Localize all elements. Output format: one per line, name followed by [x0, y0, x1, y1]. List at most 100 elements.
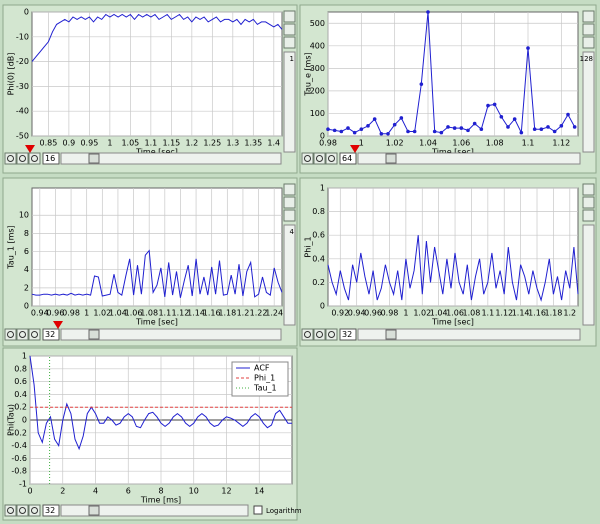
y-tick-label: 0.4 [312, 254, 325, 263]
x-tick-label: 1.02 [93, 309, 111, 318]
x-axis-label: Time [ms] [140, 496, 181, 505]
data-point [326, 127, 330, 132]
side-button[interactable] [283, 209, 296, 222]
toolbar-button[interactable] [313, 328, 326, 341]
x-tick-label: 1.24 [265, 309, 283, 318]
side-scrollbar[interactable] [283, 224, 296, 326]
x-tick-label: 1.14 [187, 309, 205, 318]
y-tick-label: 1 [320, 184, 325, 193]
x-tick-label: 10 [189, 487, 199, 496]
side-button[interactable] [582, 183, 595, 196]
side-button[interactable] [283, 23, 296, 36]
scrollbar[interactable] [60, 152, 282, 165]
x-tick-label: 0.95 [80, 139, 98, 148]
scrollbar[interactable] [60, 328, 282, 341]
x-tick-label: 1.08 [140, 309, 158, 318]
scroll-thumb[interactable] [88, 329, 100, 340]
data-point [519, 130, 524, 135]
x-tick-label: 1 [403, 309, 408, 318]
data-point [399, 116, 404, 120]
zoom-box[interactable] [339, 152, 357, 165]
x-tick-label: 1.1 [481, 309, 494, 318]
toolbar-button[interactable] [313, 152, 326, 165]
side-button[interactable] [283, 183, 296, 196]
y-tick-label: -0.6 [11, 454, 27, 463]
zoom-box[interactable] [42, 328, 60, 341]
x-tick-label: 0 [27, 487, 32, 496]
y-tick-label: 400 [310, 41, 325, 50]
toolbar-button[interactable] [28, 328, 41, 341]
x-axis-label: Time [sec] [431, 148, 474, 157]
x-tick-label: 14 [254, 487, 264, 496]
zoom-box[interactable] [42, 504, 60, 517]
x-tick-label: 1.18 [545, 309, 563, 318]
toolbar-button[interactable] [4, 504, 17, 517]
side-button[interactable] [283, 196, 296, 209]
side-scrollbar[interactable] [283, 51, 296, 153]
log-checkbox[interactable] [253, 505, 263, 515]
data-point [439, 130, 444, 135]
scroll-thumb[interactable] [385, 153, 397, 164]
zoom-box[interactable] [339, 328, 357, 341]
y-tick-label: 500 [310, 19, 325, 28]
y-axis-label: Phi(Tau) [7, 404, 16, 436]
data-point [432, 129, 437, 134]
data-line [31, 249, 283, 298]
y-tick-label: 0.6 [312, 231, 325, 240]
scrollbar[interactable] [357, 328, 581, 341]
y-tick-label: -20 [16, 57, 29, 66]
data-point [339, 129, 344, 134]
side-scrollbar[interactable] [582, 224, 595, 326]
y-tick-label: -0.8 [11, 467, 27, 476]
toolbar-button[interactable] [28, 504, 41, 517]
side-button[interactable] [582, 10, 595, 23]
side-button[interactable] [582, 23, 595, 36]
x-tick-label: 1.12 [172, 309, 190, 318]
side-button[interactable] [582, 196, 595, 209]
toolbar-button[interactable] [28, 152, 41, 165]
toolbar-icon [316, 155, 323, 162]
side-button[interactable] [283, 36, 296, 49]
data-point [506, 125, 510, 129]
data-point [366, 124, 370, 128]
toolbar-icon [19, 331, 26, 338]
y-tick-label: 1 [22, 352, 27, 361]
data-point [346, 126, 350, 130]
toolbar-button[interactable] [16, 152, 29, 165]
side-scrollbar[interactable] [582, 51, 595, 153]
scroll-thumb[interactable] [385, 329, 397, 340]
toolbar-button[interactable] [4, 152, 17, 165]
data-point [492, 102, 497, 107]
x-tick-label: 1.2 [237, 309, 250, 318]
toolbar-button[interactable] [4, 328, 17, 341]
y-tick-label: 6 [24, 247, 29, 256]
side-button[interactable] [582, 209, 595, 222]
x-tick-label: 8 [158, 487, 163, 496]
side-button[interactable] [582, 36, 595, 49]
side-button[interactable] [283, 10, 296, 23]
scroll-thumb[interactable] [88, 505, 100, 516]
toolbar-button[interactable] [301, 328, 314, 341]
toolbar-button[interactable] [16, 504, 29, 517]
x-tick-label: 0.9 [63, 139, 76, 148]
y-tick-label: 0.6 [14, 377, 27, 386]
x-tick-label: 1.14 [512, 309, 530, 318]
toolbar-button[interactable] [301, 152, 314, 165]
toolbar-button[interactable] [325, 328, 338, 341]
scrollbar[interactable] [60, 504, 249, 517]
y-axis-label: Phi(0) [dB] [7, 53, 16, 96]
y-tick-label: 10 [19, 211, 29, 220]
toolbar-icon [7, 507, 14, 514]
y-tick-label: 0 [24, 8, 29, 17]
scroll-thumb[interactable] [88, 153, 100, 164]
scrollbar[interactable] [357, 152, 581, 165]
data-point [479, 127, 484, 132]
data-point [392, 122, 397, 127]
zoom-value: 64 [342, 154, 352, 163]
toolbar-button[interactable] [16, 328, 29, 341]
data-point [566, 112, 570, 117]
y-tick-label: 8 [24, 229, 29, 238]
toolbar-button[interactable] [325, 152, 338, 165]
data-point [472, 121, 477, 126]
zoom-box[interactable] [42, 152, 60, 165]
